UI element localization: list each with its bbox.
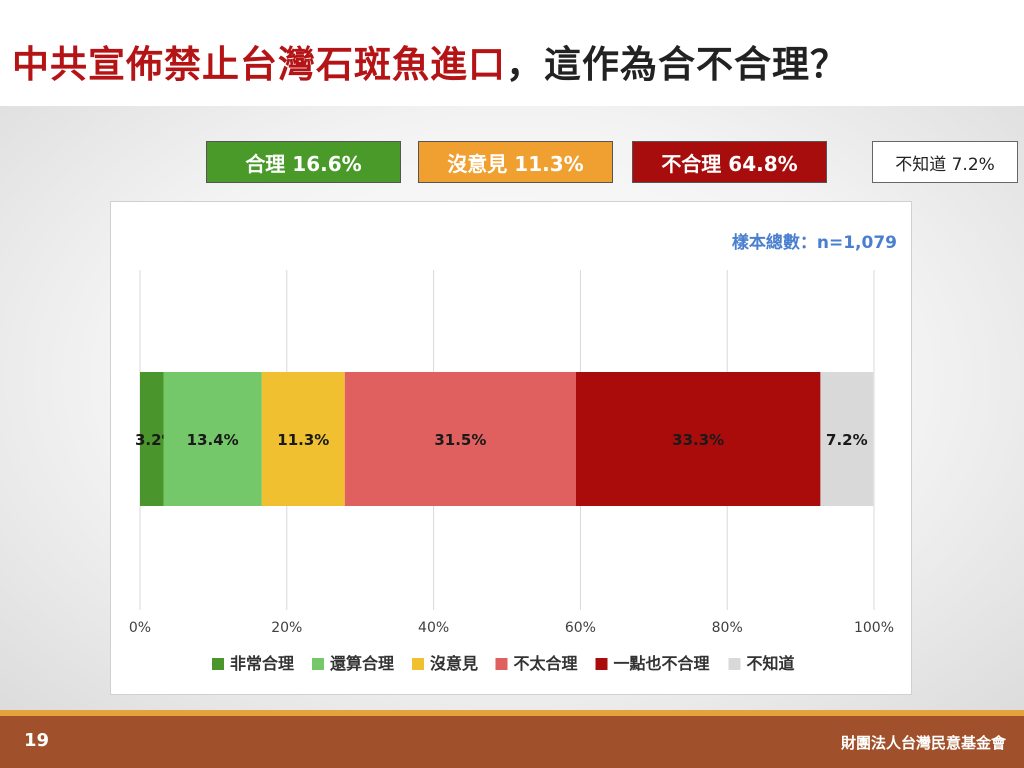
legend-label: 不知道 [747, 654, 795, 673]
summary-box-reasonable-label: 合理 16.6% [245, 151, 362, 176]
x-tick-label: 80% [712, 620, 743, 636]
legend-swatch [595, 658, 608, 670]
summary-box-unknown: 不知道 7.2% [872, 141, 1018, 183]
bar-segment [820, 372, 874, 506]
x-tick-label: 60% [565, 620, 596, 636]
footer-bar: 19 財團法人台灣民意基金會 [0, 716, 1024, 768]
organization-name: 財團法人台灣民意基金會 [840, 734, 1006, 752]
legend-label: 沒意見 [430, 654, 478, 673]
bar-segment [575, 372, 821, 506]
legend-label: 一點也不合理 [614, 654, 710, 673]
bar-segment [140, 372, 164, 506]
data-label: 7.2% [826, 431, 868, 449]
data-label: 13.4% [187, 431, 239, 449]
summary-box-no-opinion: 沒意見 11.3% [418, 141, 613, 183]
legend-swatch [212, 658, 224, 670]
x-tick-label: 20% [271, 620, 302, 636]
summary-box-unreasonable-label: 不合理 64.8% [661, 151, 798, 176]
legend-swatch [495, 658, 508, 670]
legend-swatch [728, 658, 741, 670]
page-title: 中共宣佈禁止台灣石斑魚進口，這作為合不合理？ [12, 34, 848, 88]
bar-segment [261, 372, 345, 506]
data-label: 11.3% [277, 431, 329, 449]
summary-box-unreasonable: 不合理 64.8% [632, 141, 827, 183]
summary-box-no-opinion-label: 沒意見 11.3% [447, 151, 584, 176]
x-tick-label: 0% [129, 620, 151, 636]
footer-accent-strip [0, 710, 1024, 716]
x-tick-label: 100% [854, 620, 894, 636]
summary-box-unknown-label: 不知道 7.2% [895, 154, 995, 175]
bar-segment [163, 372, 262, 506]
chart-card: 樣本總數：n=1,079 0% 20% 40% 60% 80% 100% 3.2% 13.4%… [110, 201, 912, 695]
legend-label: 還算合理 [330, 654, 394, 673]
title-bar: 中共宣佈禁止台灣石斑魚進口，這作為合不合理？ [0, 0, 1024, 106]
title-question-topic: 中共宣佈禁止台灣石斑魚進口 [12, 43, 506, 86]
x-tick-label: 40% [418, 620, 449, 636]
legend-swatch [312, 658, 324, 670]
summary-box-reasonable: 合理 16.6% [206, 141, 401, 183]
sample-size-label: 樣本總數：n=1,079 [731, 233, 897, 253]
data-label: 31.5% [434, 431, 486, 449]
legend-label: 不太合理 [514, 654, 578, 673]
stacked-bar-chart: 0% 20% 40% 60% 80% 100%3.2% 13.4% 11.3% 31.5% 33.… [129, 270, 894, 673]
data-label: 33.3% [672, 431, 724, 449]
legend-label: 非常合理 [230, 654, 294, 673]
legend-swatch [412, 658, 424, 670]
page-number: 19 [24, 730, 50, 751]
bar-segment [344, 372, 576, 506]
title-question-ending: ，這作為合不合理？ [506, 43, 848, 86]
